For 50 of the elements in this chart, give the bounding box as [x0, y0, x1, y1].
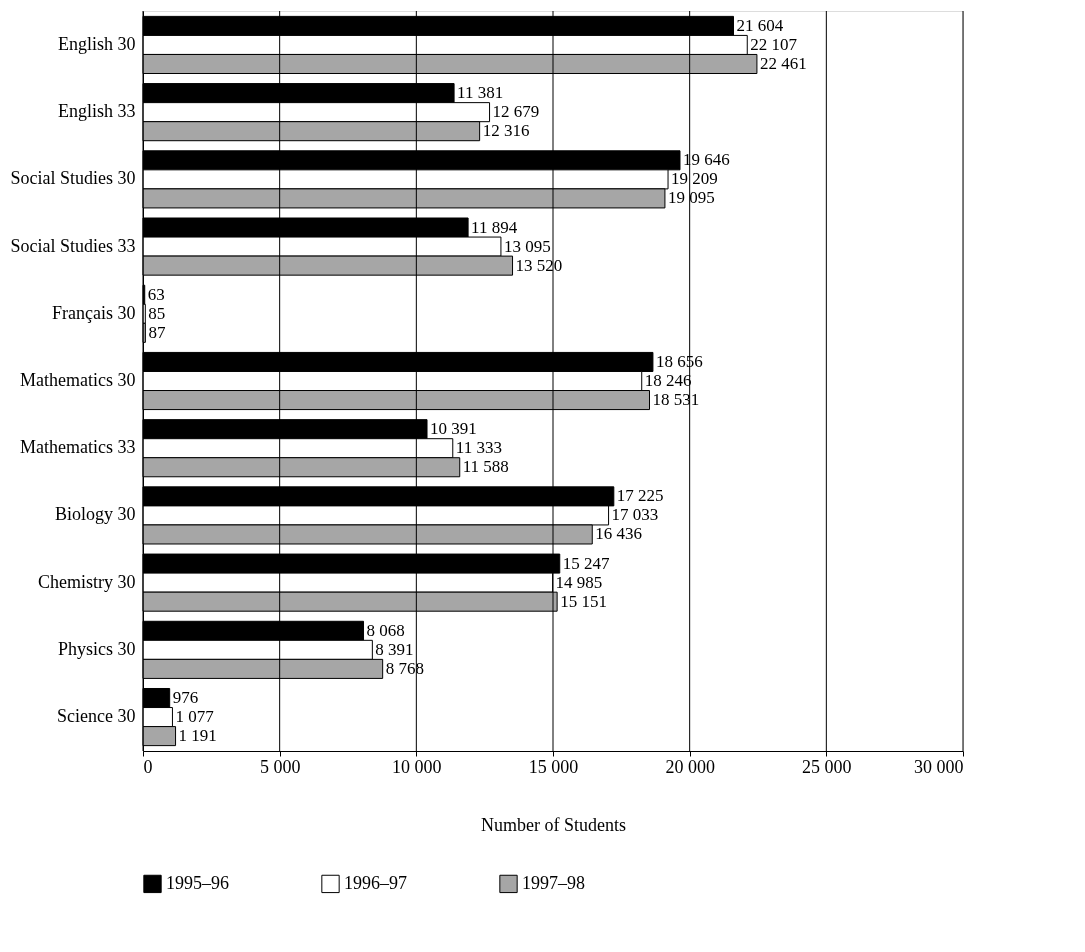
- legend-label: 1997–98: [522, 872, 585, 893]
- data-label: 11 588: [462, 457, 509, 477]
- data-label: 8 068: [366, 620, 405, 640]
- x-tick-label: 25 000: [802, 756, 852, 777]
- data-label: 17 033: [611, 505, 659, 525]
- y-tick-label: Mathematics 33: [20, 437, 136, 458]
- data-label: 1 191: [178, 726, 217, 746]
- y-tick-label: Français 30: [52, 302, 136, 323]
- data-label: 14 985: [555, 572, 603, 592]
- x-tick-label: 20 000: [665, 756, 715, 777]
- y-tick-label: Physics 30: [57, 638, 136, 659]
- data-label: 12 316: [482, 121, 530, 141]
- y-tick-label: Mathematics 30: [20, 370, 136, 390]
- data-label: 87: [148, 322, 166, 342]
- data-label: 976: [172, 688, 199, 708]
- data-label: 13 520: [515, 255, 563, 275]
- y-tick-label: English 33: [57, 101, 136, 122]
- data-label: 11 381: [457, 83, 504, 103]
- data-label: 16 436: [595, 524, 642, 544]
- data-label: 15 247: [562, 553, 610, 573]
- y-tick-label: English 30: [57, 33, 136, 54]
- y-tick-label: Biology 30: [54, 504, 136, 525]
- y-tick-label: Social Studies 33: [10, 235, 136, 256]
- x-tick-label: 30 000: [914, 756, 964, 777]
- data-label: 13 095: [503, 236, 551, 256]
- data-label: 17 225: [616, 486, 664, 506]
- x-tick-label: 5 000: [259, 756, 301, 777]
- data-label: 11 894: [471, 217, 518, 237]
- x-tick-label: 15 000: [528, 756, 579, 777]
- data-label: 8 391: [375, 639, 414, 659]
- y-tick-label: Science 30: [57, 706, 136, 727]
- y-tick-label: Chemistry 30: [38, 571, 136, 592]
- legend-label: 1996–97: [344, 872, 407, 893]
- data-label: 85: [148, 303, 166, 323]
- data-label: 19 095: [667, 188, 715, 208]
- data-label: 63: [147, 284, 165, 304]
- data-label: 22 461: [759, 53, 807, 73]
- data-label: 15 151: [560, 591, 607, 611]
- data-label: 10 391: [430, 419, 477, 439]
- x-axis-title: Number of Students: [481, 814, 626, 835]
- x-tick-label: 10 000: [392, 756, 442, 777]
- data-label: 12 679: [492, 102, 540, 122]
- data-label: 19 209: [671, 169, 718, 189]
- x-tick-label: 0: [143, 756, 153, 777]
- data-label: 21 604: [736, 15, 784, 35]
- legend-label: 1995–96: [166, 872, 229, 893]
- data-label: 22 107: [750, 34, 798, 54]
- data-label: 1 077: [175, 707, 215, 727]
- y-tick-label: Social Studies 30: [10, 168, 136, 189]
- data-label: 11 333: [455, 438, 502, 458]
